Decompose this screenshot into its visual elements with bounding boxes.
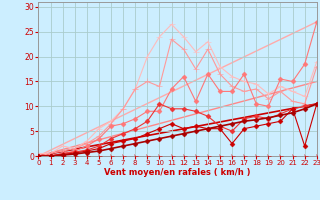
X-axis label: Vent moyen/en rafales ( km/h ): Vent moyen/en rafales ( km/h ) bbox=[104, 168, 251, 177]
